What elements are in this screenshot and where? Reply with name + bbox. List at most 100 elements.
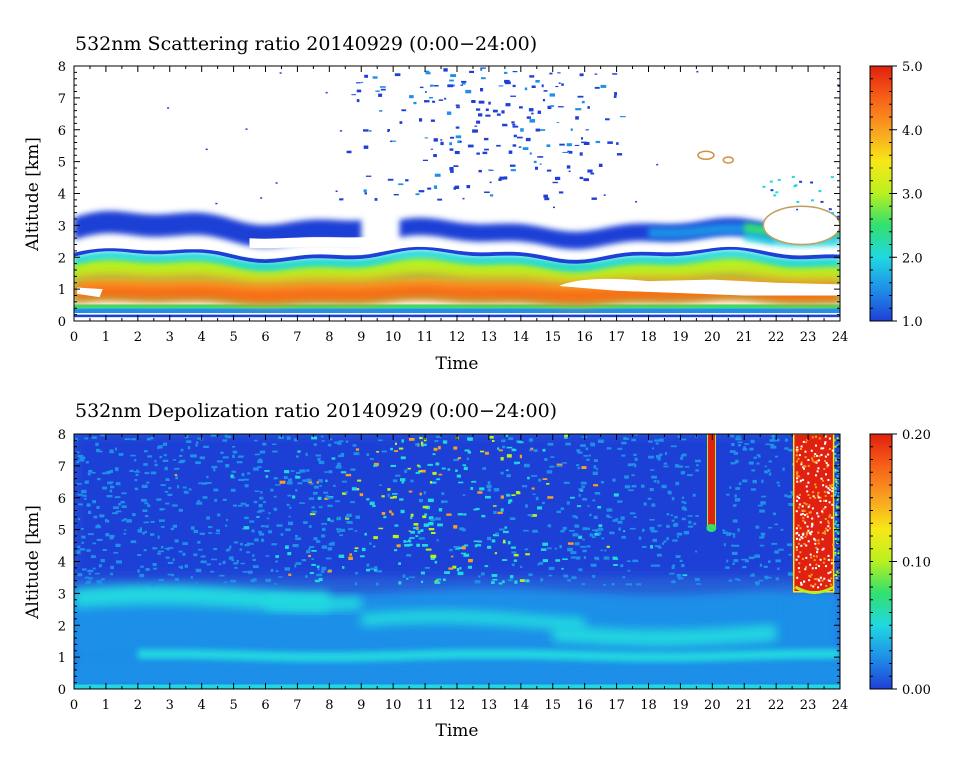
noise-speck bbox=[392, 479, 398, 483]
x-tick-label: 18 bbox=[640, 698, 657, 713]
noise-speck bbox=[631, 485, 637, 488]
noise-speck bbox=[782, 467, 785, 471]
noise-speck bbox=[379, 484, 382, 486]
noise-speck bbox=[193, 553, 198, 557]
noise-speck bbox=[834, 537, 837, 540]
noise-speck bbox=[84, 480, 89, 484]
noise-speck bbox=[95, 442, 99, 446]
cloud-texture bbox=[801, 509, 804, 512]
noise-speck bbox=[834, 530, 837, 532]
noise-speck bbox=[100, 559, 105, 563]
noise-speck bbox=[493, 534, 499, 537]
cloud-texture bbox=[812, 495, 815, 498]
cloud-texture bbox=[796, 480, 799, 483]
noise-speck bbox=[240, 502, 247, 505]
noise-speck bbox=[424, 91, 427, 93]
cirrus-speck bbox=[616, 142, 619, 145]
cirrus-speck bbox=[418, 190, 425, 193]
cirrus-speck bbox=[522, 147, 529, 150]
noise-speck bbox=[761, 534, 765, 538]
cloud-texture bbox=[816, 548, 819, 551]
cirrus-speck bbox=[346, 150, 352, 154]
noise-speck bbox=[305, 575, 308, 578]
cloud-texture bbox=[824, 441, 827, 444]
noise-speck bbox=[775, 455, 778, 458]
noise-speck bbox=[310, 482, 314, 485]
noise-speck bbox=[387, 488, 391, 491]
noise-speck bbox=[754, 554, 760, 558]
cloud-texture bbox=[801, 513, 804, 515]
noise-speck bbox=[164, 490, 169, 493]
noise-speck bbox=[476, 544, 482, 547]
noise-speck bbox=[834, 453, 837, 455]
noise-speck bbox=[285, 545, 289, 549]
noise-speck bbox=[681, 506, 686, 510]
noise-speck bbox=[453, 546, 460, 548]
noise-speck bbox=[729, 450, 736, 453]
noise-speck bbox=[350, 468, 356, 471]
cloud-texture bbox=[830, 495, 833, 497]
noise-speck bbox=[81, 490, 87, 493]
noise-speck bbox=[836, 570, 839, 573]
noise-speck bbox=[292, 544, 299, 548]
cirrus-speck bbox=[469, 70, 474, 73]
noise-speck bbox=[321, 527, 326, 531]
noise-speck bbox=[650, 545, 653, 549]
noise-speck bbox=[775, 559, 781, 563]
noise-speck bbox=[158, 445, 163, 449]
x-tick-label: 24 bbox=[832, 330, 849, 345]
noise-speck bbox=[736, 435, 741, 438]
noise-speck bbox=[837, 85, 840, 87]
noise-speck bbox=[86, 549, 91, 552]
noise-speck bbox=[350, 501, 355, 504]
noise-speck bbox=[837, 574, 840, 577]
cirrus-speck bbox=[480, 67, 483, 71]
cloud-texture bbox=[805, 566, 807, 569]
cloud-texture bbox=[802, 440, 805, 443]
x-tick-label: 20 bbox=[704, 330, 721, 345]
noise-speck bbox=[410, 513, 414, 517]
cloud-texture bbox=[830, 577, 833, 580]
cloud-texture bbox=[807, 540, 810, 543]
y-tick-label: 5 bbox=[58, 524, 66, 539]
x-tick-label: 10 bbox=[385, 330, 402, 345]
noise-speck bbox=[265, 555, 270, 557]
cloud-texture bbox=[810, 573, 813, 576]
noise-speck bbox=[595, 468, 599, 470]
noise-speck bbox=[442, 578, 446, 581]
cloud-texture bbox=[822, 447, 825, 450]
noise-speck bbox=[211, 465, 218, 469]
cirrus-speck bbox=[540, 129, 546, 131]
cirrus-speck bbox=[595, 140, 601, 144]
cirrus-speck bbox=[380, 88, 386, 91]
cirrus-speck bbox=[570, 128, 573, 131]
cloud-texture bbox=[800, 513, 803, 516]
noise-speck bbox=[743, 446, 746, 450]
cirrus-speck bbox=[372, 76, 378, 79]
cirrus-speck bbox=[549, 72, 553, 75]
cloud-texture bbox=[827, 525, 830, 528]
x-tick-label: 7 bbox=[293, 330, 301, 345]
noise-speck bbox=[606, 447, 612, 450]
missing-data-gap bbox=[559, 278, 840, 296]
noise-speck bbox=[542, 501, 545, 505]
cloud-top bbox=[762, 205, 840, 246]
noise-speck bbox=[761, 479, 764, 483]
cirrus-speck bbox=[432, 100, 436, 103]
noise-speck bbox=[563, 481, 570, 484]
cirrus-speck bbox=[526, 116, 531, 119]
noise-speck bbox=[113, 552, 119, 554]
cloud-patch bbox=[697, 150, 715, 160]
noise-speck bbox=[474, 580, 481, 584]
noise-speck bbox=[323, 491, 329, 494]
cloud-texture bbox=[822, 561, 825, 564]
noise-speck bbox=[751, 469, 756, 472]
cloud-texture bbox=[823, 530, 826, 533]
noise-speck bbox=[195, 443, 198, 447]
noise-speck bbox=[390, 496, 395, 499]
noise-speck bbox=[232, 450, 237, 454]
noise-speck bbox=[188, 488, 192, 491]
y-tick-label: 5 bbox=[58, 156, 66, 171]
noise-speck bbox=[520, 565, 523, 568]
noise-speck bbox=[115, 543, 121, 547]
